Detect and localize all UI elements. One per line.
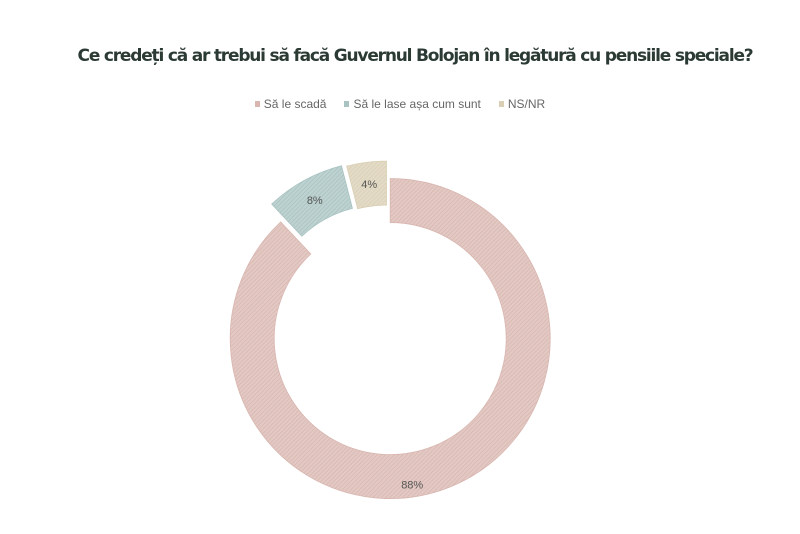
chart-title: Ce credeți că ar trebui să facă Guvernul… bbox=[77, 46, 754, 66]
data-label: 4% bbox=[361, 179, 377, 191]
legend-item: Să le scadă bbox=[254, 97, 327, 111]
legend-item: NS/NR bbox=[498, 97, 546, 111]
legend-label: Să le scadă bbox=[263, 97, 327, 111]
data-label: 8% bbox=[307, 195, 323, 207]
slice-2 bbox=[271, 165, 353, 237]
slice-1 bbox=[229, 178, 551, 499]
slice-3 bbox=[346, 160, 387, 210]
legend-label: Să le lase așa cum sunt bbox=[353, 97, 481, 111]
legend-swatch bbox=[254, 101, 260, 107]
legend: Să le scadă Să le lase așa cum sunt NS/NR bbox=[0, 97, 800, 111]
legend-item: Să le lase așa cum sunt bbox=[344, 97, 481, 111]
legend-swatch bbox=[498, 101, 504, 107]
legend-label: NS/NR bbox=[507, 97, 546, 111]
data-label: 88% bbox=[401, 480, 423, 492]
legend-swatch bbox=[344, 101, 350, 107]
